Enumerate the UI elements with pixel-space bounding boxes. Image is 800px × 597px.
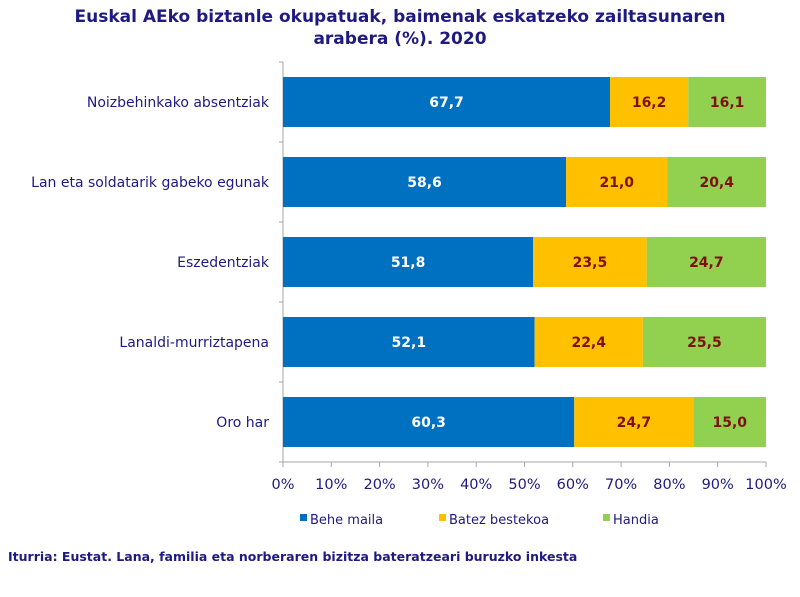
data-label: 16,1 [710,95,745,111]
data-label: 25,5 [687,335,722,351]
data-label: 20,4 [699,175,734,191]
data-label: 15,0 [713,415,748,431]
bar-segment [283,77,610,127]
data-label: 22,4 [571,335,606,351]
data-label: 51,8 [391,255,426,271]
x-tick-label: 0% [271,477,294,493]
bar-segment [283,397,575,447]
legend-label: Handia [613,513,659,528]
category-label: Lanaldi-murriztapena [119,335,269,351]
category-label: Oro har [216,415,269,431]
data-label: 23,5 [573,255,608,271]
bar-segment [574,397,694,447]
data-label: 60,3 [411,415,446,431]
bar-segment [688,77,766,127]
legend-swatch [439,514,446,521]
bar-segment [646,237,766,287]
bar-segment [533,237,647,287]
bar-segment [283,157,567,207]
x-tick-label: 20% [363,477,395,493]
bar-segment [667,157,766,207]
bar-segment [283,317,535,367]
data-label: 24,7 [689,255,724,271]
source-note: Iturria: Eustat. Lana, familia eta norbe… [8,549,578,564]
data-label: 67,7 [429,95,464,111]
x-tick-label: 40% [460,477,492,493]
x-tick-label: 10% [315,477,347,493]
x-tick-label: 70% [605,477,637,493]
bar-segment [283,237,534,287]
category-label: Eszedentziak [177,255,270,271]
x-tick-label: 90% [702,477,734,493]
data-label: 58,6 [407,175,442,191]
data-label: 52,1 [392,335,427,351]
chart-title-line-2: arabera (%). 2020 [313,29,487,49]
legend-swatch [300,514,307,521]
x-tick-label: 30% [412,477,444,493]
data-label: 24,7 [617,415,652,431]
bar-segment [566,157,668,207]
x-tick-label: 100% [745,477,786,493]
bar-segment [534,317,643,367]
bar-segment [609,77,689,127]
category-label: Noizbehinkako absentziak [87,95,270,111]
x-tick-label: 60% [557,477,589,493]
legend-label: Batez bestekoa [449,513,549,528]
x-tick-label: 80% [653,477,685,493]
legend-label: Behe maila [310,513,383,528]
chart-title-line-1: Euskal AEko biztanle okupatuak, baimenak… [74,7,726,27]
data-label: 16,2 [632,95,667,111]
data-label: 21,0 [599,175,634,191]
chart-title: Euskal AEko biztanle okupatuak, baimenak… [0,6,800,50]
category-label: Lan eta soldatarik gabeko egunak [31,175,270,191]
bar-segment [693,397,766,447]
bar-segment [642,317,766,367]
legend-swatch [603,514,610,521]
x-tick-label: 50% [508,477,540,493]
